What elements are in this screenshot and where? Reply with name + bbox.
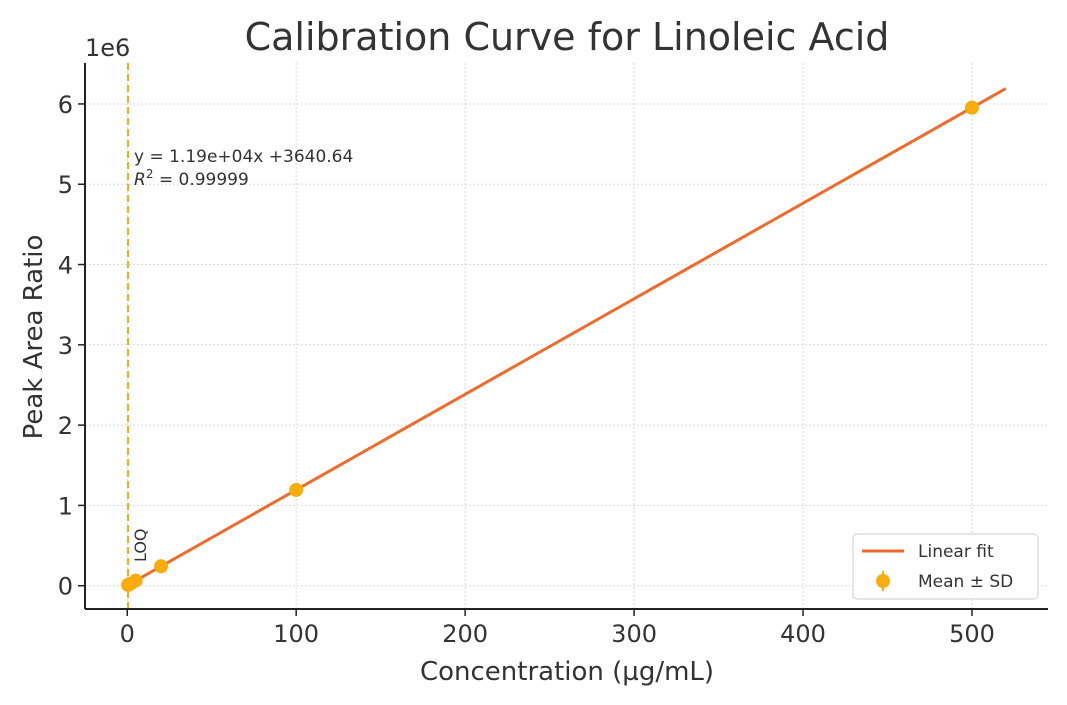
legend: Linear fit Mean ± SD — [852, 533, 1039, 600]
x-tick-label: 400 — [780, 620, 826, 648]
y-axis-label: Peak Area Ratio — [19, 235, 49, 440]
x-tick-label: 100 — [273, 620, 319, 648]
x-tick-label: 0 — [120, 620, 135, 648]
r2-annotation: R2 = 0.99999 — [134, 167, 249, 190]
data-point — [289, 482, 304, 497]
data-points — [121, 100, 979, 592]
r2-superscript: 2 — [146, 167, 154, 181]
data-point — [154, 559, 169, 574]
x-tick-label: 200 — [442, 620, 488, 648]
x-tick-label: 500 — [949, 620, 995, 648]
legend-point-swatch — [876, 574, 890, 588]
y-tick-label: 5 — [58, 171, 73, 199]
y-tick-label: 4 — [58, 252, 73, 280]
y-tick-label: 1 — [58, 492, 73, 520]
data-point — [964, 100, 979, 115]
y-tick-label: 0 — [58, 573, 73, 601]
data-point — [128, 573, 143, 588]
equation-annotation: y = 1.19e+04x +3640.64 — [134, 147, 353, 167]
fit-line — [126, 87, 1007, 587]
r2-value: = 0.99999 — [153, 170, 248, 190]
y-tick-label: 3 — [58, 332, 73, 360]
legend-fit-label: Linear fit — [918, 542, 994, 562]
chart-title: Calibration Curve for Linoleic Acid — [245, 15, 890, 59]
y-offset-label: 1e6 — [85, 34, 130, 62]
y-tick-label: 2 — [58, 412, 73, 440]
x-axis-label: Concentration (µg/mL) — [420, 657, 714, 687]
y-tick-label: 6 — [58, 91, 73, 119]
loq-label: LOQ — [131, 528, 150, 562]
r2-symbol: R — [134, 170, 146, 190]
axes: 0 100 200 300 400 500 0 1 2 3 4 5 6 — [58, 63, 1048, 648]
grid — [85, 63, 1048, 609]
x-tick-label: 300 — [611, 620, 657, 648]
legend-points-label: Mean ± SD — [918, 572, 1013, 592]
